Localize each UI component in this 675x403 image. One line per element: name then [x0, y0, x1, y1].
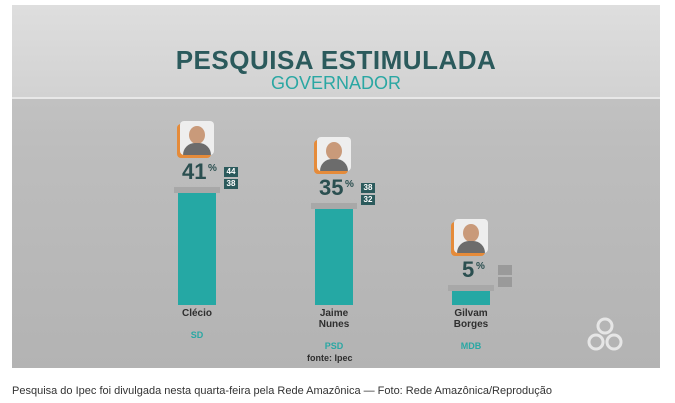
candidate-photo — [454, 219, 488, 254]
candidate-name: Gilvam Borges — [453, 308, 489, 330]
lower-bound: 38 — [224, 179, 238, 190]
candidate-name: Jaime Nunes — [318, 308, 350, 330]
value-label: 35 — [319, 175, 344, 201]
bar — [452, 291, 490, 305]
party-label: MDB — [460, 341, 482, 351]
party-label: SD — [190, 330, 204, 340]
value-unit: % — [476, 261, 485, 273]
party-label: PSD — [324, 341, 344, 351]
screenshot: PESQUISA ESTIMULADA GOVERNADOR 41% 44 38 Cl… — [12, 5, 660, 368]
bar-cap — [174, 187, 220, 194]
bar — [178, 193, 216, 305]
candidate-photo — [317, 137, 351, 172]
bar — [315, 209, 353, 305]
lower-bound: 32 — [361, 195, 375, 206]
chart-subtitle: GOVERNADOR — [270, 73, 402, 93]
upper-bound: 44 — [224, 167, 238, 178]
header — [12, 5, 660, 99]
candidate-name: Clécio — [181, 308, 212, 319]
candidate-photo — [180, 121, 214, 156]
value-label: 41 — [182, 159, 207, 185]
range-placeholder — [498, 265, 512, 276]
value-unit: % — [345, 179, 354, 191]
bar-cap — [311, 203, 357, 210]
bar-cap — [448, 285, 494, 292]
upper-bound: 38 — [361, 183, 375, 194]
logo — [587, 317, 623, 351]
range-placeholder — [498, 277, 512, 288]
source: fonte: Ipec — [307, 353, 353, 363]
caption: Pesquisa do Ipec foi divulgada nesta qua… — [12, 385, 552, 397]
value-unit: % — [208, 163, 217, 175]
value-label: 5 — [462, 257, 475, 283]
chart-title: PESQUISA ESTIMULADA — [175, 45, 497, 75]
